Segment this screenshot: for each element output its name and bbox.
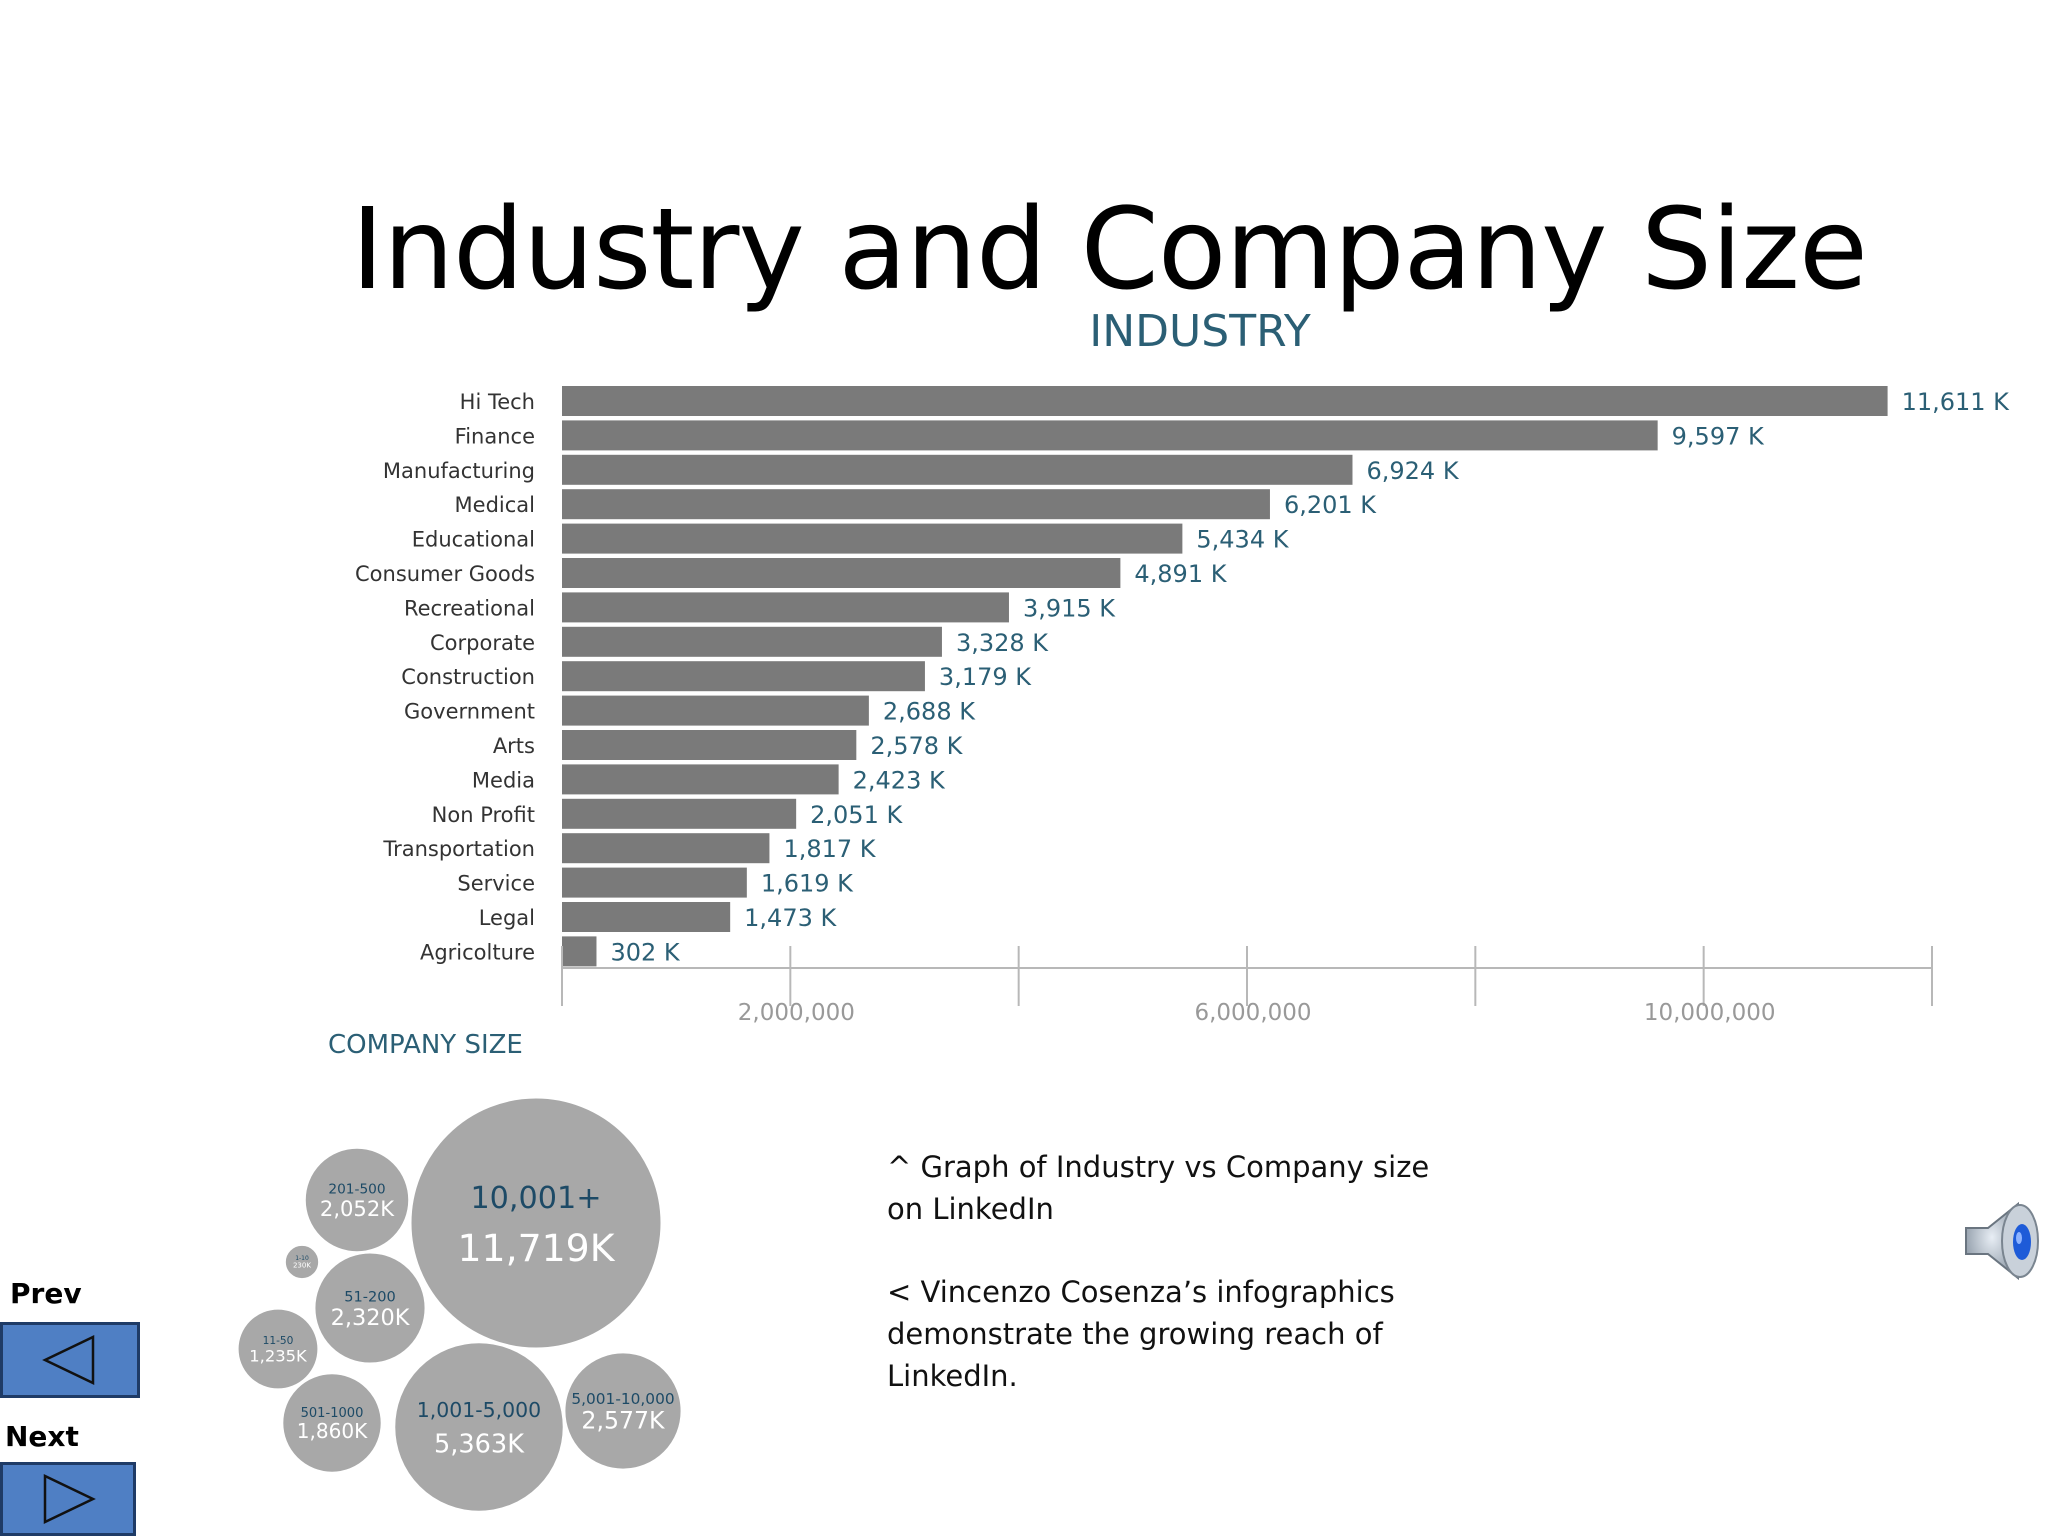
bubble-category-label: 51-200 [344, 1288, 396, 1305]
category-label: Legal [479, 906, 535, 930]
bubble-value-label: 230K [293, 1260, 311, 1269]
value-label: 11,611 K [1902, 388, 2011, 416]
bubble-10-001-: 10,001+ 11,719K [408, 1095, 664, 1351]
category-label: Construction [401, 665, 535, 689]
category-label: Service [457, 872, 535, 896]
bar-legal [562, 902, 731, 932]
category-label: Arts [493, 734, 535, 758]
value-label: 2,423 K [853, 766, 946, 794]
value-label: 6,201 K [1284, 491, 1377, 519]
value-label: 1,473 K [744, 904, 837, 932]
bar-media [562, 764, 839, 795]
bar-educational [562, 523, 1183, 554]
bubble-11-50: 11-501,235K [235, 1306, 321, 1392]
bar-manufacturing [562, 454, 1353, 485]
bubble-value-label: 2,577K [581, 1407, 665, 1435]
category-label: Educational [412, 528, 535, 552]
value-label: 9,597 K [1672, 422, 1765, 450]
bubble-category-label: 10,001+ [470, 1181, 601, 1216]
next-button[interactable] [0, 1462, 136, 1536]
bar-hi-tech [562, 386, 1888, 416]
value-label: 2,578 K [870, 732, 963, 760]
value-label: 2,688 K [883, 698, 976, 726]
bubble-category-label: 501-1000 [301, 1406, 364, 1421]
value-label: 5,434 K [1196, 526, 1289, 554]
bubble-category-label: 11-50 [263, 1334, 294, 1347]
industry-bar-chart: Hi Tech 11,611 K Finance 9,597 K Manufacturi… [355, 386, 2011, 1026]
category-label: Manufacturing [383, 459, 535, 483]
value-label: 4,891 K [1134, 560, 1227, 588]
category-label: Agricolture [420, 940, 535, 964]
x-tick-label: 10,000,000 [1644, 1000, 1776, 1026]
next-label: Next [5, 1420, 79, 1453]
bar-recreational [562, 592, 1009, 623]
bar-service [562, 867, 747, 898]
speaker-icon[interactable] [1960, 1196, 2048, 1286]
value-label: 1,817 K [783, 835, 876, 863]
category-label: Medical [455, 493, 535, 517]
value-label: 2,051 K [810, 801, 903, 829]
bubble-1-001-5-000: 1,001-5,000 5,363K [392, 1340, 566, 1514]
value-label: 3,915 K [1023, 594, 1116, 622]
category-label: Non Profit [432, 803, 535, 827]
bubble-value-label: 2,320K [331, 1305, 411, 1331]
category-label: Finance [455, 424, 535, 448]
bubble-category-label: 1-10 [295, 1255, 309, 1262]
bubble-value-label: 1,235K [249, 1346, 308, 1365]
bar-construction [562, 661, 925, 692]
category-label: Recreational [404, 596, 535, 620]
bar-transportation [562, 833, 770, 864]
bar-non-profit [562, 798, 797, 829]
industry-chart-title: INDUSTRY [1089, 306, 1311, 357]
bubble-value-label: 5,363K [434, 1430, 525, 1460]
slide-title: Industry and Company Size [351, 185, 1868, 315]
prev-button[interactable] [0, 1322, 140, 1398]
category-label: Transportation [382, 837, 535, 861]
bar-consumer-goods [562, 558, 1121, 588]
bubble-value-label: 2,052K [320, 1196, 395, 1221]
bar-government [562, 695, 869, 726]
bar-agricolture [562, 936, 597, 967]
prev-label: Prev [10, 1277, 82, 1310]
bar-arts [562, 730, 857, 760]
category-label: Hi Tech [460, 390, 535, 414]
caption-infographics-credit: < Vincenzo Cosenza’s infographics demons… [887, 1275, 1395, 1393]
category-label: Consumer Goods [355, 562, 535, 586]
category-label: Corporate [430, 631, 535, 655]
x-tick-label: 6,000,000 [1194, 1000, 1311, 1026]
category-label: Government [404, 700, 535, 724]
triangle-right-icon [43, 1474, 96, 1524]
value-label: 3,179 K [939, 663, 1032, 691]
bubble-value-label: 1,860K [297, 1419, 368, 1443]
value-label: 3,328 K [956, 629, 1049, 657]
value-label: 302 K [610, 938, 680, 966]
bar-finance [562, 420, 1658, 451]
bubble-category-label: 201-500 [328, 1182, 385, 1198]
triangle-left-icon [42, 1335, 95, 1385]
bubble-category-label: 5,001-10,000 [571, 1390, 674, 1408]
value-label: 1,619 K [761, 870, 854, 898]
bar-medical [562, 489, 1270, 520]
value-label: 6,924 K [1366, 457, 1459, 485]
company-size-chart-title: COMPANY SIZE [328, 1030, 523, 1060]
category-label: Media [472, 768, 535, 792]
x-tick-label: 2,000,000 [738, 1000, 855, 1026]
bubble-category-label: 1,001-5,000 [417, 1398, 541, 1422]
bar-corporate [562, 626, 942, 657]
bubble-value-label: 11,719K [457, 1226, 615, 1270]
caption-industry-vs-company-size: ^ Graph of Industry vs Company size on L… [887, 1150, 1430, 1226]
